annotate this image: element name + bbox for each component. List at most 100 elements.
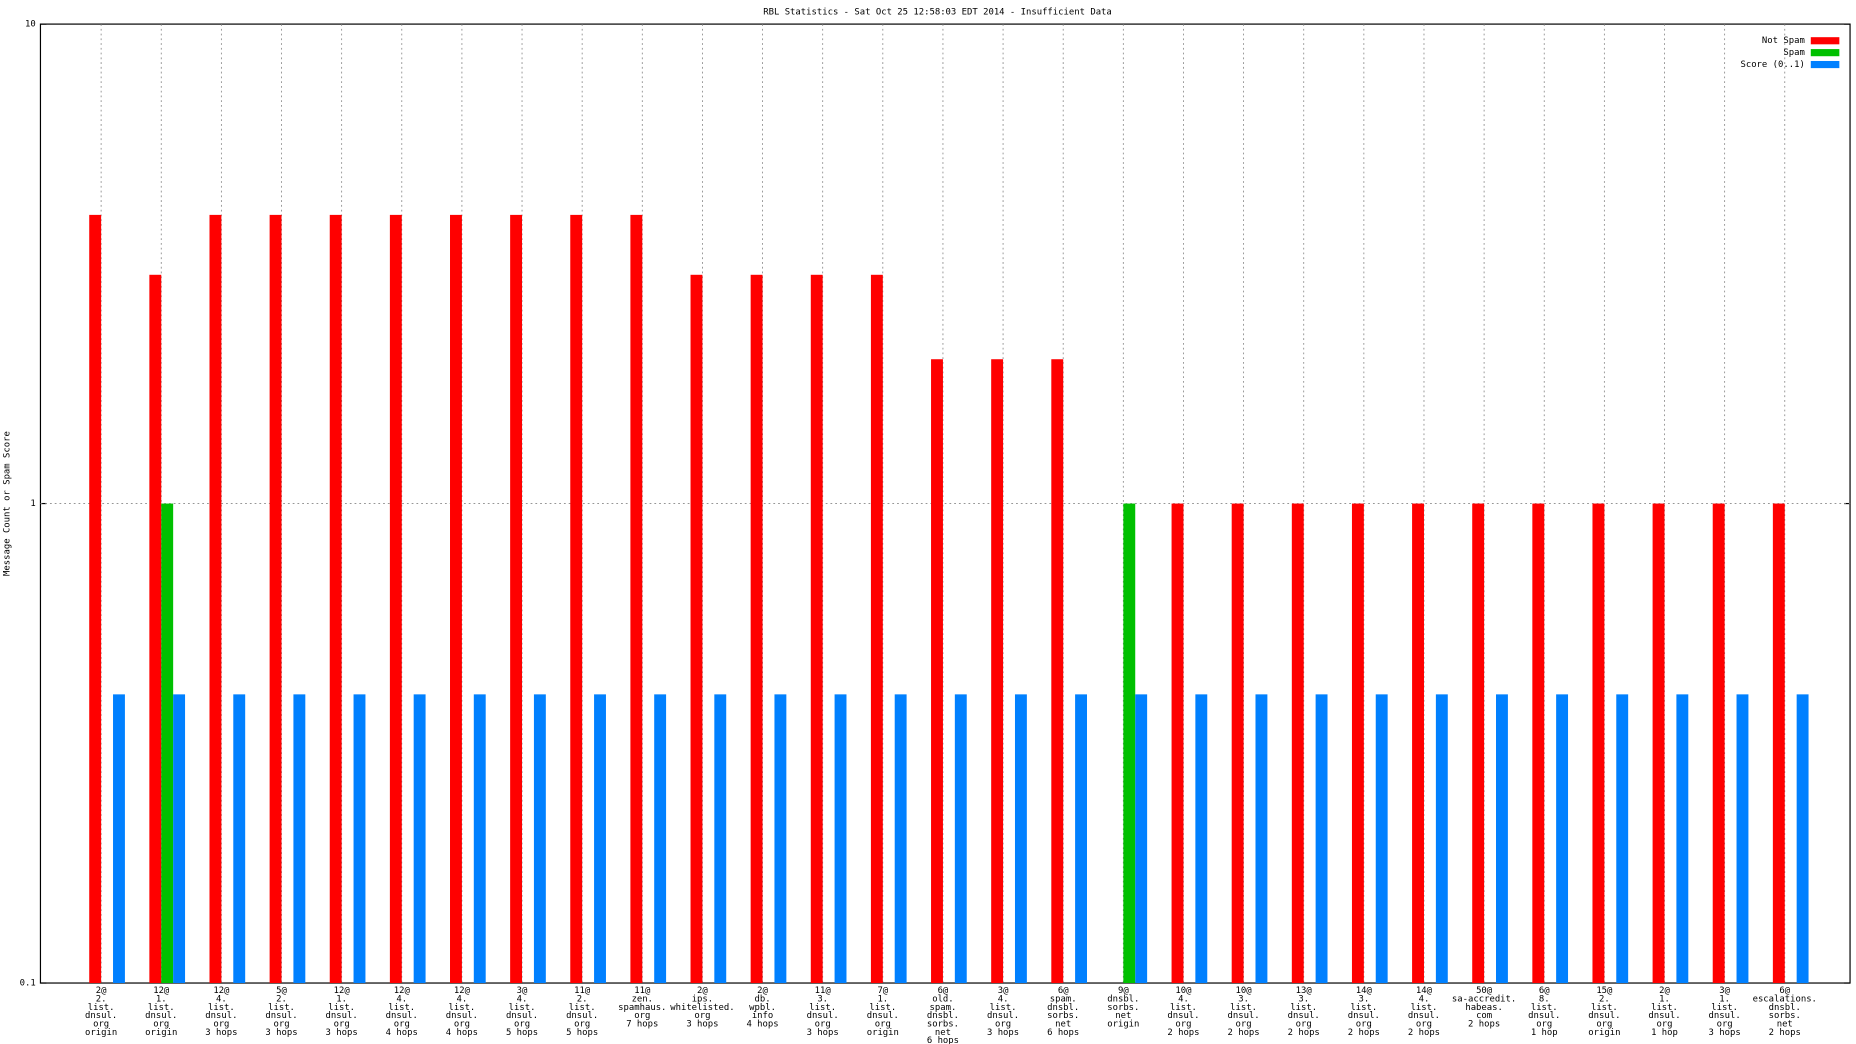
bar bbox=[209, 214, 222, 984]
bar bbox=[1315, 694, 1328, 984]
x-tick-label: 6@ spam. dnsbl. sorbs. net 6 hops bbox=[1047, 986, 1079, 1038]
bar bbox=[269, 214, 282, 984]
legend-label: Score (0..1) bbox=[1740, 60, 1804, 70]
x-tick-label: 15@ 2. list. dnsul. org origin bbox=[1588, 986, 1620, 1038]
bar bbox=[1736, 694, 1749, 984]
bar bbox=[1412, 503, 1424, 984]
bar bbox=[870, 274, 883, 984]
y-tick-label: 1 bbox=[30, 499, 35, 509]
bar bbox=[654, 694, 667, 984]
x-tick-label: 50@ sa-accredit. habeas. com 2 hops bbox=[1452, 986, 1516, 1029]
bar bbox=[1075, 694, 1087, 984]
bar bbox=[750, 274, 763, 984]
x-tick-label: 2@ 2. list. dnsul. org origin bbox=[85, 986, 117, 1038]
x-tick-label: 2@ ips. whitelisted. org 3 hops bbox=[670, 986, 734, 1029]
x-tick-label: 12@ 4. list. dnsul. org 4 hops bbox=[386, 986, 418, 1038]
x-tick-label: 12@ 1. list. dnsul. org 3 hops bbox=[326, 986, 358, 1038]
x-tick-label: 7@ 1. list. dnsul. org origin bbox=[867, 986, 899, 1038]
bar bbox=[413, 694, 426, 984]
bar bbox=[1496, 694, 1508, 984]
bar bbox=[1291, 503, 1304, 984]
bar bbox=[1556, 694, 1569, 984]
x-tick-label: 11@ zen. spamhaus. org 7 hops bbox=[618, 986, 666, 1029]
x-tick-label: 10@ 3. list. dnsul. org 2 hops bbox=[1227, 986, 1259, 1038]
x-tick-label: 14@ 3. list. dnsul. org 2 hops bbox=[1348, 986, 1380, 1038]
x-tick-label: 3@ 4. list. dnsul. org 5 hops bbox=[506, 986, 538, 1038]
bar bbox=[1676, 694, 1689, 984]
bar bbox=[1351, 503, 1364, 984]
legend-label: Spam bbox=[1783, 48, 1804, 58]
bar bbox=[834, 694, 847, 984]
bar bbox=[690, 274, 703, 984]
bar bbox=[810, 274, 823, 984]
bar bbox=[1772, 503, 1785, 984]
bar bbox=[473, 694, 486, 984]
bar bbox=[113, 694, 125, 984]
bar bbox=[161, 503, 174, 984]
bar bbox=[1592, 503, 1605, 984]
bar bbox=[954, 694, 967, 984]
x-tick-label: 6@ 8. list. dnsul. org 1 hop bbox=[1528, 986, 1560, 1038]
bar bbox=[570, 214, 583, 984]
x-tick-label: 12@ 1. list. dnsul. org origin bbox=[145, 986, 177, 1038]
bar bbox=[1231, 503, 1244, 984]
bar bbox=[594, 694, 606, 984]
bar bbox=[1652, 503, 1665, 984]
bar bbox=[1135, 694, 1148, 984]
bar bbox=[1435, 694, 1448, 984]
bar bbox=[1014, 694, 1027, 984]
bar bbox=[714, 694, 727, 984]
x-tick-label: 5@ 2. list. dnsul. org 3 hops bbox=[265, 986, 297, 1038]
bar bbox=[774, 694, 787, 984]
y-tick-label: 0.1 bbox=[20, 979, 36, 989]
x-tick-label: 3@ 4. list. dnsul. org 3 hops bbox=[987, 986, 1019, 1038]
x-tick-label: 12@ 4. list. dnsul. org 3 hops bbox=[205, 986, 237, 1038]
bar bbox=[510, 214, 523, 984]
bar bbox=[1712, 503, 1725, 984]
bar bbox=[1123, 503, 1136, 984]
x-tick-label: 11@ 2. list. dnsul. org 5 hops bbox=[566, 986, 598, 1038]
chart-title: RBL Statistics - Sat Oct 25 12:58:03 EDT… bbox=[763, 8, 1112, 18]
bar bbox=[1051, 359, 1064, 984]
bar bbox=[293, 694, 306, 984]
bar bbox=[233, 694, 246, 984]
x-tick-label: 2@ db. wpbl. info 4 hops bbox=[746, 986, 778, 1029]
x-tick-label: 6@ escalations. dnsbl. sorbs. net 2 hops bbox=[1753, 986, 1817, 1038]
bar bbox=[1616, 694, 1629, 984]
bar bbox=[149, 274, 162, 984]
bar bbox=[1472, 503, 1485, 984]
legend-swatch bbox=[1810, 49, 1840, 57]
bar bbox=[173, 694, 186, 984]
legend-swatch bbox=[1810, 60, 1840, 69]
bar bbox=[1255, 694, 1268, 984]
bar bbox=[533, 694, 546, 984]
x-tick-label: 11@ 3. list. dnsul. org 3 hops bbox=[807, 986, 839, 1038]
x-tick-label: 9@ dnsbl. sorbs. net origin bbox=[1107, 986, 1139, 1029]
bar bbox=[931, 359, 943, 984]
x-tick-label: 2@ 1. list. dnsul. org 1 hop bbox=[1648, 986, 1680, 1038]
legend-swatch bbox=[1810, 37, 1840, 45]
bar bbox=[1796, 694, 1809, 984]
bar bbox=[329, 214, 342, 984]
bar bbox=[353, 694, 366, 984]
x-tick-label: 3@ 1. list. dnsul. org 3 hops bbox=[1709, 986, 1741, 1038]
x-tick-label: 13@ 3. list. dnsul. org 2 hops bbox=[1288, 986, 1320, 1038]
bar bbox=[894, 694, 907, 984]
bar bbox=[89, 214, 102, 984]
bar bbox=[389, 214, 402, 984]
x-tick-label: 10@ 4. list. dnsul. org 2 hops bbox=[1167, 986, 1199, 1038]
bar bbox=[991, 359, 1004, 984]
bar bbox=[630, 214, 643, 984]
legend-label: Not Spam bbox=[1762, 36, 1805, 46]
bar bbox=[450, 214, 462, 984]
y-tick-label: 10 bbox=[25, 20, 36, 30]
y-axis-label: Message Count or Spam Score bbox=[3, 431, 13, 576]
x-tick-label: 6@ old. spam. dnsbl. sorbs. net 6 hops bbox=[927, 986, 959, 1044]
bar bbox=[1375, 694, 1388, 984]
bar bbox=[1195, 694, 1208, 984]
x-tick-label: 12@ 4. list. dnsul. org 4 hops bbox=[446, 986, 478, 1038]
x-tick-label: 14@ 4. list. dnsul. org 2 hops bbox=[1408, 986, 1440, 1038]
bar bbox=[1171, 503, 1184, 984]
